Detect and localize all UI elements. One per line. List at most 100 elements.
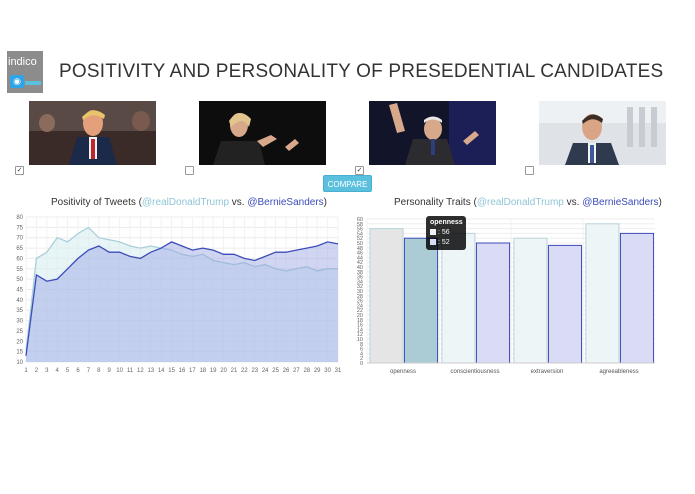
tooltip-swatch-2 bbox=[430, 239, 436, 245]
y-tick-label: 45 bbox=[16, 288, 23, 294]
y-tick-label: 22 bbox=[357, 308, 363, 314]
y-tick-label: 65 bbox=[16, 246, 23, 252]
series-area-2 bbox=[26, 241, 338, 362]
line-chart-title: Positivity of Tweets (@realDonaldTrump v… bbox=[51, 197, 327, 208]
bar-chart-handle-trump[interactable]: @realDonaldTrump bbox=[476, 197, 564, 208]
y-tick-label: 30 bbox=[16, 319, 23, 325]
x-tick-label: 28 bbox=[303, 368, 310, 374]
y-tick-label: 46 bbox=[357, 251, 363, 257]
candidate-photo-1[interactable] bbox=[29, 101, 156, 165]
category-label: openness bbox=[390, 369, 416, 375]
candidate-checkbox-2[interactable] bbox=[185, 166, 194, 175]
y-tick-label: 44 bbox=[357, 255, 363, 261]
x-tick-label: 5 bbox=[66, 368, 70, 374]
line-chart-handle-trump[interactable]: @realDonaldTrump bbox=[141, 197, 230, 208]
indico-logo: indico ◉ bbox=[7, 51, 43, 93]
chart-tooltip: openness : 56 : 52 bbox=[426, 216, 466, 250]
x-tick-label: 4 bbox=[56, 368, 60, 374]
x-tick-label: 23 bbox=[251, 368, 258, 374]
bar-chart-title-prefix: Personality Traits ( bbox=[394, 197, 477, 208]
y-tick-label: 52 bbox=[357, 236, 363, 242]
y-tick-label: 26 bbox=[357, 299, 363, 305]
y-tick-label: 48 bbox=[357, 246, 363, 252]
line-chart-title-vs: vs. bbox=[229, 197, 248, 208]
bar-conscientiousness-series-2 bbox=[475, 242, 511, 364]
x-tick-label: 6 bbox=[76, 368, 80, 374]
y-tick-label: 20 bbox=[16, 339, 23, 345]
y-tick-label: 2 bbox=[360, 356, 363, 362]
line-chart-title-prefix: Positivity of Tweets ( bbox=[51, 197, 142, 208]
bar-chart-title-vs: vs. bbox=[563, 197, 583, 208]
y-tick-label: 18 bbox=[357, 318, 363, 324]
compare-button[interactable]: COMPARE bbox=[323, 175, 372, 192]
x-tick-label: 17 bbox=[189, 368, 196, 374]
y-tick-label: 36 bbox=[357, 275, 363, 281]
bar-extraversion-series-1 bbox=[513, 237, 548, 364]
y-tick-label: 60 bbox=[357, 217, 363, 223]
y-tick-label: 6 bbox=[360, 347, 363, 353]
y-tick-label: 14 bbox=[357, 327, 363, 333]
y-tick-label: 75 bbox=[16, 225, 23, 231]
x-tick-label: 22 bbox=[241, 368, 248, 374]
x-tick-label: 29 bbox=[314, 368, 321, 374]
x-tick-label: 2 bbox=[35, 368, 39, 374]
y-tick-label: 15 bbox=[16, 350, 23, 356]
x-tick-label: 27 bbox=[293, 368, 300, 374]
x-tick-label: 30 bbox=[324, 368, 331, 374]
candidate-checkbox-3[interactable]: ✓ bbox=[355, 166, 364, 175]
bar-agreeableness-series-2 bbox=[619, 232, 655, 364]
y-tick-label: 50 bbox=[357, 241, 363, 247]
bar-openness-series-1 bbox=[369, 228, 404, 364]
y-tick-label: 35 bbox=[16, 308, 23, 314]
twitter-bird-icon: ◉ bbox=[10, 75, 24, 88]
candidate-checkbox-1[interactable]: ✓ bbox=[15, 166, 24, 175]
category-label: agreeableness bbox=[599, 369, 638, 375]
line-chart-title-suffix: ) bbox=[323, 197, 328, 208]
x-tick-label: 10 bbox=[116, 368, 123, 374]
y-tick-label: 56 bbox=[357, 227, 363, 233]
y-tick-label: 60 bbox=[16, 256, 23, 262]
candidate-checkbox-4[interactable] bbox=[525, 166, 534, 175]
bar-extraversion-series-2 bbox=[547, 244, 583, 364]
y-tick-label: 80 bbox=[16, 215, 23, 221]
y-tick-label: 12 bbox=[357, 332, 363, 338]
line-chart-handle-bernie[interactable]: @BernieSanders bbox=[247, 197, 324, 208]
y-tick-label: 38 bbox=[357, 270, 363, 276]
tooltip-value-1: : 56 bbox=[438, 229, 450, 236]
y-tick-label: 30 bbox=[357, 289, 363, 295]
tooltip-title: openness bbox=[430, 219, 463, 226]
y-tick-label: 42 bbox=[357, 260, 363, 266]
logo-bar bbox=[25, 81, 41, 85]
x-tick-label: 12 bbox=[137, 368, 144, 374]
x-tick-label: 25 bbox=[272, 368, 279, 374]
y-tick-label: 55 bbox=[16, 267, 23, 273]
logo-text: indico bbox=[8, 56, 37, 68]
x-tick-label: 20 bbox=[220, 368, 227, 374]
bar-chart-handle-bernie[interactable]: @BernieSanders bbox=[582, 197, 659, 208]
y-tick-label: 32 bbox=[357, 284, 363, 290]
y-tick-label: 10 bbox=[357, 337, 363, 343]
y-tick-label: 58 bbox=[357, 222, 363, 228]
y-tick-label: 40 bbox=[16, 298, 23, 304]
bar-agreeableness-series-1 bbox=[585, 223, 620, 364]
x-tick-label: 24 bbox=[262, 368, 269, 374]
candidate-photo-4[interactable] bbox=[539, 101, 666, 165]
series-line-2 bbox=[25, 241, 339, 356]
y-tick-label: 50 bbox=[16, 277, 23, 283]
y-tick-label: 16 bbox=[357, 323, 363, 329]
x-tick-label: 3 bbox=[45, 368, 49, 374]
x-tick-label: 11 bbox=[127, 368, 134, 374]
x-tick-label: 7 bbox=[87, 368, 91, 374]
candidate-photo-3[interactable] bbox=[369, 101, 496, 165]
y-tick-label: 54 bbox=[357, 231, 363, 237]
x-tick-label: 1 bbox=[24, 368, 28, 374]
candidate-photo-2[interactable] bbox=[199, 101, 326, 165]
x-tick-label: 18 bbox=[199, 368, 206, 374]
y-tick-label: 10 bbox=[16, 360, 23, 366]
y-tick-label: 4 bbox=[360, 351, 363, 357]
bar-chart-title: Personality Traits (@realDonaldTrump vs.… bbox=[394, 197, 662, 208]
series-line-1 bbox=[25, 226, 338, 352]
x-tick-label: 19 bbox=[210, 368, 217, 374]
y-tick-label: 40 bbox=[357, 265, 363, 271]
